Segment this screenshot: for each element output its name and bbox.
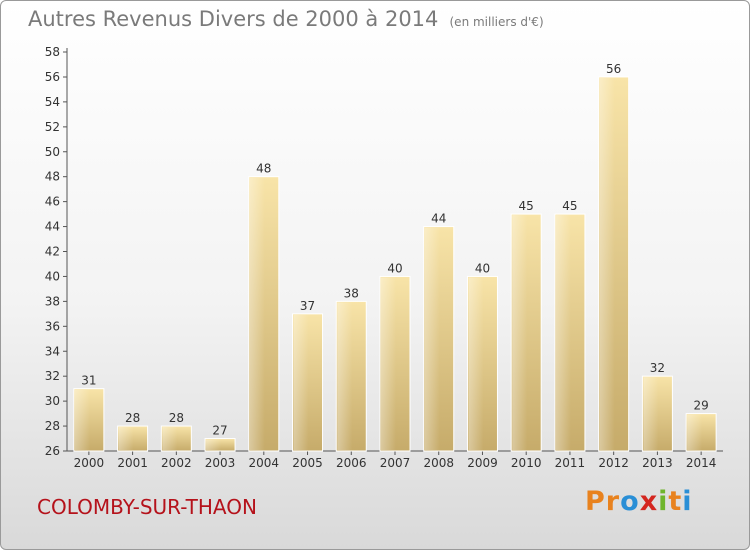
y-tick-label: 42 — [45, 245, 60, 259]
x-tick-label: 2013 — [642, 456, 673, 470]
x-tick-label: 2006 — [336, 456, 367, 470]
bar-highlight — [555, 215, 571, 450]
x-tick-label: 2011 — [555, 456, 586, 470]
y-tick-label: 44 — [45, 220, 60, 234]
x-tick-label: 2003 — [205, 456, 236, 470]
bar-highlight — [249, 177, 265, 450]
bar-highlight — [468, 277, 484, 450]
y-tick-label: 38 — [45, 294, 60, 308]
bar-highlight — [293, 314, 309, 450]
bar-highlight — [643, 377, 659, 450]
bar-highlight — [512, 215, 528, 450]
y-tick-label: 50 — [45, 145, 60, 159]
city-name: COLOMBY-SUR-THAON — [37, 495, 257, 519]
data-label: 45 — [562, 199, 577, 213]
bar-highlight — [118, 427, 134, 450]
chart-title-unit: (en milliers d'€) — [449, 15, 544, 29]
data-label: 31 — [81, 374, 96, 388]
y-tick-label: 34 — [45, 344, 60, 358]
y-tick-label: 32 — [45, 369, 60, 383]
y-tick-label: 46 — [45, 195, 60, 209]
logo-letter: o — [620, 486, 640, 517]
x-tick-label: 2010 — [511, 456, 542, 470]
y-tick-label: 48 — [45, 170, 60, 184]
bar-highlight — [687, 414, 703, 450]
x-tick-label: 2014 — [686, 456, 717, 470]
logo-letter: r — [605, 486, 621, 517]
y-tick-label: 28 — [45, 419, 60, 433]
bar-highlight — [337, 302, 353, 450]
y-tick-label: 30 — [45, 394, 60, 408]
chart-title-main: Autres Revenus Divers de 2000 à 2014 — [28, 7, 439, 31]
x-tick-label: 2008 — [423, 456, 454, 470]
data-label: 28 — [125, 411, 140, 425]
logo-letter: i — [658, 486, 669, 517]
data-label: 45 — [519, 199, 534, 213]
x-tick-label: 2002 — [161, 456, 192, 470]
data-label: 40 — [387, 261, 402, 275]
x-tick-label: 2007 — [380, 456, 411, 470]
bar-highlight — [162, 427, 178, 450]
x-tick-label: 2001 — [117, 456, 148, 470]
logo-letter: x — [639, 486, 659, 517]
bar-highlight — [424, 227, 440, 450]
y-tick-label: 52 — [45, 120, 60, 134]
data-label: 44 — [431, 212, 446, 226]
data-label: 38 — [344, 286, 359, 300]
data-label: 32 — [650, 361, 665, 375]
data-label: 37 — [300, 299, 315, 313]
data-label: 40 — [475, 261, 490, 275]
y-tick-label: 26 — [45, 444, 60, 458]
x-tick-label: 2000 — [74, 456, 105, 470]
x-tick-label: 2009 — [467, 456, 498, 470]
bar-highlight — [381, 277, 396, 450]
x-tick-label: 2005 — [292, 456, 323, 470]
y-tick-label: 56 — [45, 70, 60, 84]
data-label: 48 — [256, 162, 271, 176]
y-tick-label: 40 — [45, 269, 60, 283]
proxiti-logo[interactable]: Proxiti — [585, 486, 693, 517]
y-tick-label: 54 — [45, 95, 60, 109]
logo-letter: i — [682, 486, 693, 517]
data-label: 27 — [212, 424, 227, 438]
bar-highlight — [206, 439, 222, 450]
bar-highlight — [599, 77, 615, 450]
chart-title: Autres Revenus Divers de 2000 à 2014 (en… — [28, 7, 544, 31]
data-label: 29 — [693, 399, 708, 413]
data-label: 28 — [169, 411, 184, 425]
x-tick-label: 2012 — [598, 456, 629, 470]
x-tick-label: 2004 — [249, 456, 280, 470]
data-label: 56 — [606, 62, 621, 76]
y-tick-label: 36 — [45, 319, 60, 333]
logo-letter: P — [585, 486, 606, 517]
y-tick-label: 58 — [45, 45, 60, 59]
logo-letter: t — [668, 486, 683, 517]
bar-highlight — [74, 389, 90, 450]
